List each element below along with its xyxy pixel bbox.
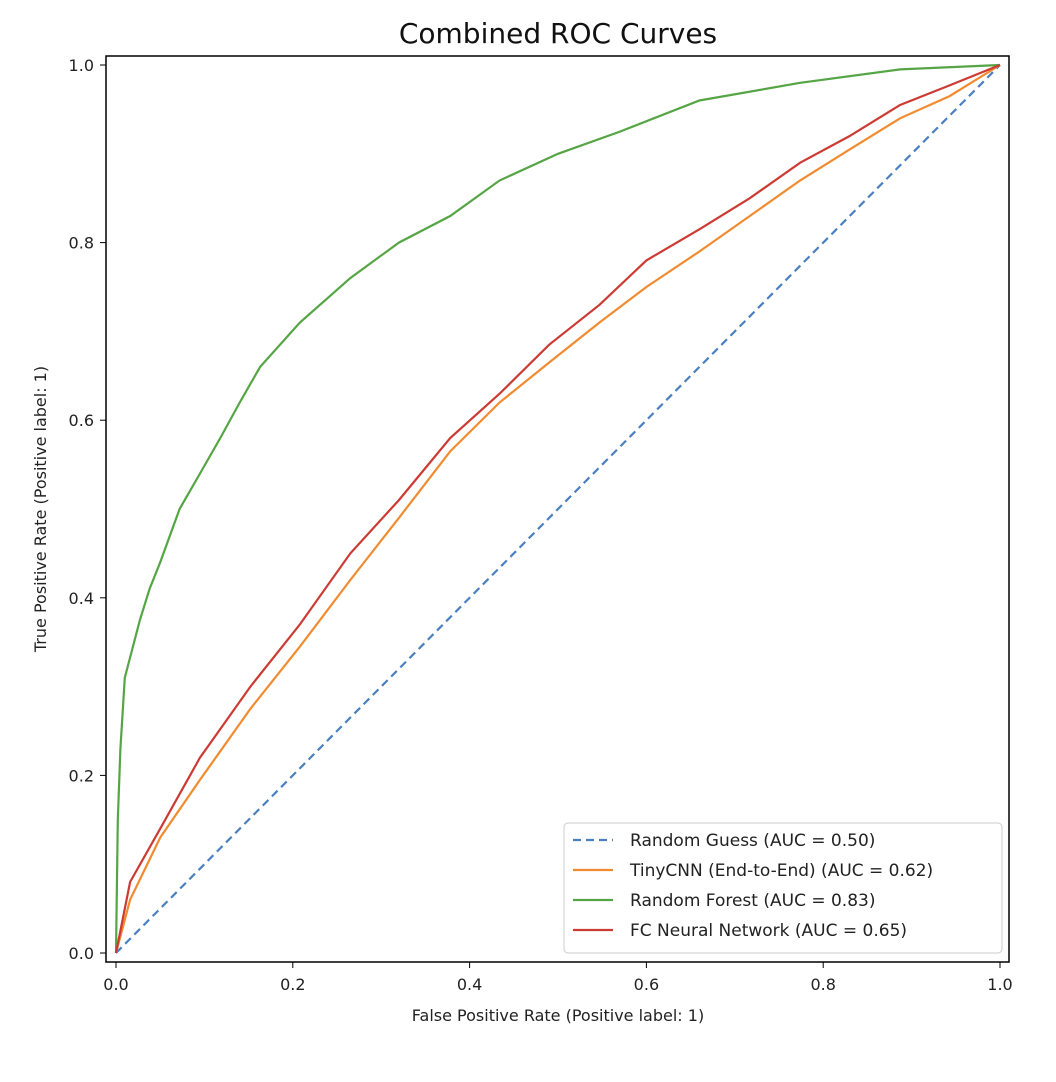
x-tick-label: 0.2 <box>280 975 305 994</box>
legend-label: FC Neural Network (AUC = 0.65) <box>630 921 907 941</box>
series-line-3 <box>114 63 1001 954</box>
x-tick-label: 0.6 <box>634 975 659 994</box>
legend-label: Random Guess (AUC = 0.50) <box>630 831 875 851</box>
plot-frame <box>105 55 1010 963</box>
legend-box <box>563 822 1003 954</box>
y-tick-label: 0.0 <box>69 944 94 963</box>
legend-label: TinyCNN (End-to-End) (AUC = 0.62) <box>629 861 933 881</box>
y-tick-label: 0.4 <box>69 589 94 608</box>
x-tick-label: 0.8 <box>810 975 835 994</box>
y-tick-label: 0.6 <box>69 411 94 430</box>
y-axis-label: True Positive Rate (Positive label: 1) <box>31 366 50 653</box>
x-tick-label: 0.4 <box>457 975 482 994</box>
series-line-0 <box>115 64 1001 954</box>
legend-label: Random Forest (AUC = 0.83) <box>630 891 875 911</box>
series-line-1 <box>114 64 1001 954</box>
chart-title: Combined ROC Curves <box>399 17 717 50</box>
y-tick-label: 0.8 <box>69 234 94 253</box>
x-axis-label: False Positive Rate (Positive label: 1) <box>412 1006 704 1025</box>
y-tick-label: 0.2 <box>69 766 94 785</box>
series-line-2 <box>114 63 1001 954</box>
legend: Random Guess (AUC = 0.50) TinyCNN (End-to… <box>563 822 1003 954</box>
x-tick-label: 1.0 <box>987 975 1012 994</box>
x-tick-label: 0.0 <box>103 975 128 994</box>
y-tick-label: 1.0 <box>69 56 94 75</box>
